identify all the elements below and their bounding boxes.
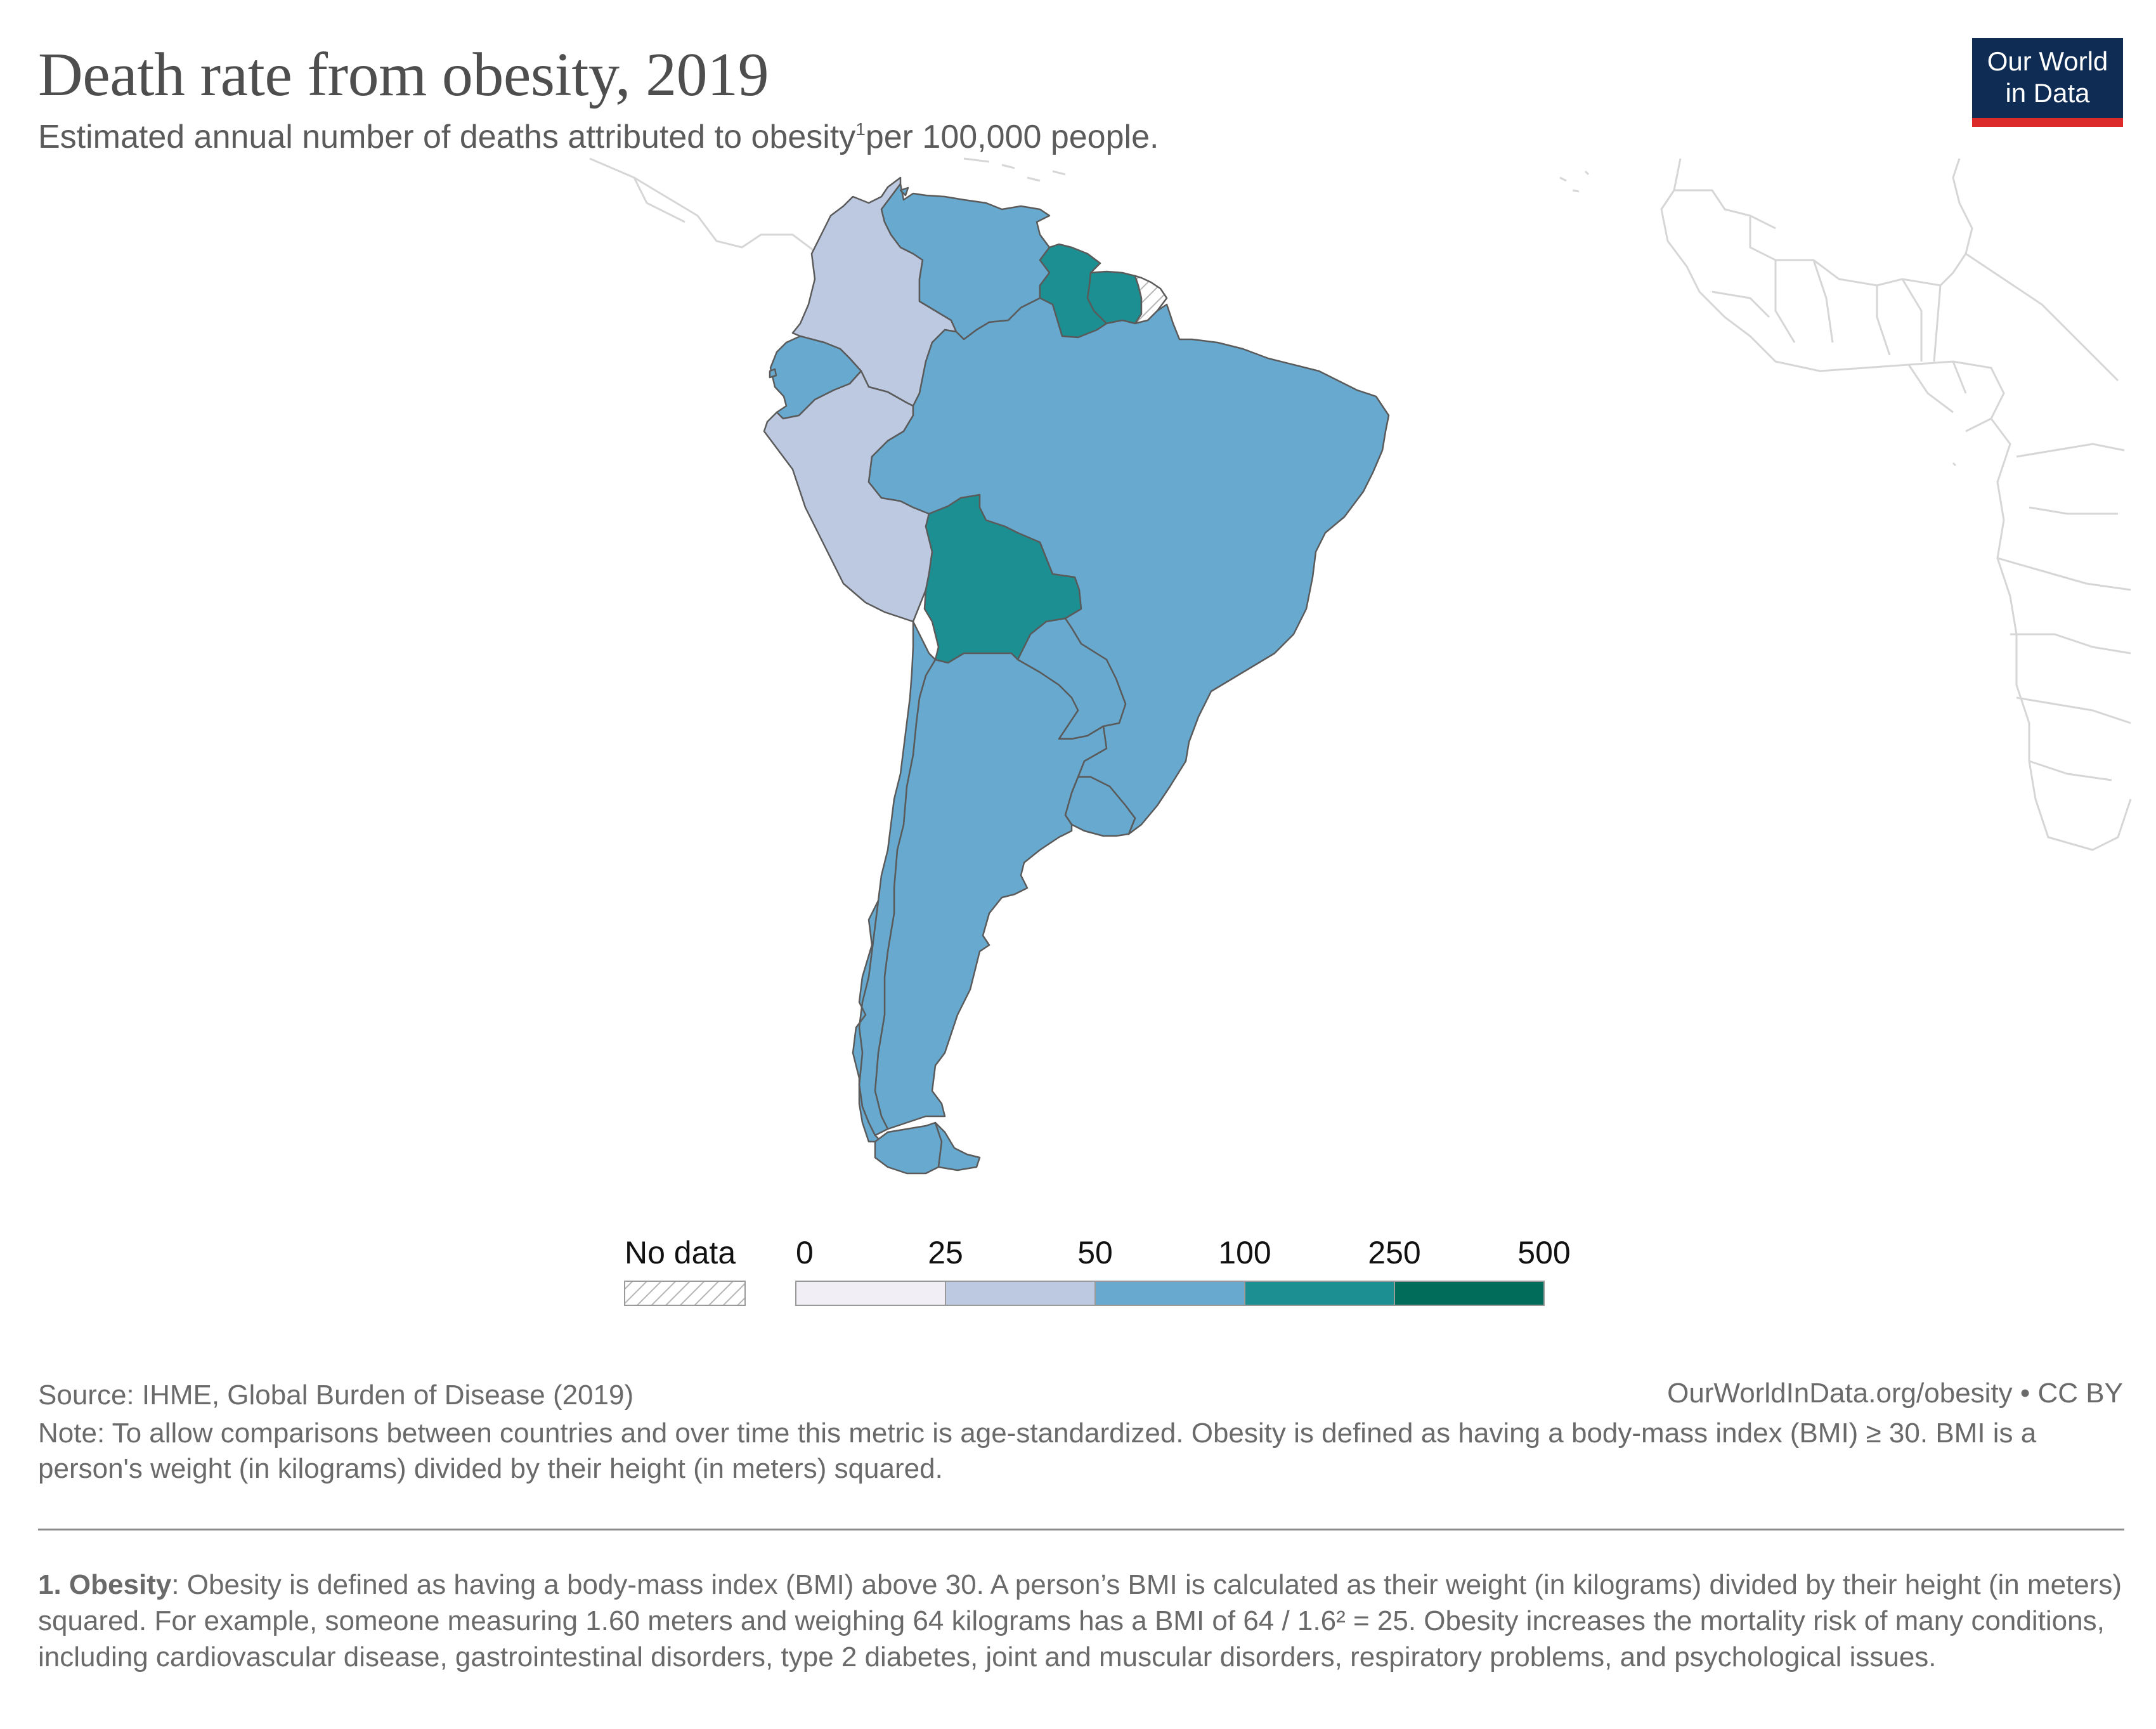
legend-tick-label: 25 [928, 1235, 963, 1270]
legend-tick-label: 250 [1368, 1235, 1420, 1270]
legend-no-data-label: No data [625, 1235, 736, 1270]
central-america-outline [589, 157, 1590, 256]
legend: No data 0 25 50 100 250 500 [624, 1235, 1571, 1306]
footnote-label: 1. Obesity [38, 1569, 172, 1600]
tierra-del-fuego-argentina[interactable] [934, 1121, 981, 1171]
legend-bins [795, 1281, 1545, 1306]
chart-subtitle: Estimated annual number of deaths attrib… [38, 118, 1159, 156]
legend-bin[interactable] [795, 1281, 946, 1306]
chart-title: Death rate from obesity, 2019 [38, 41, 769, 109]
subtitle-text-end: per 100,000 people. [865, 119, 1159, 155]
footnote-ref[interactable]: 1 [855, 119, 866, 139]
owid-logo[interactable]: Our World in Data [1972, 38, 2123, 127]
subtitle-text: Estimated annual number of deaths attrib… [38, 119, 856, 155]
legend-bin[interactable] [1244, 1281, 1395, 1306]
note-text: Note: To allow comparisons between count… [38, 1418, 2037, 1484]
source-url[interactable]: OurWorldInData.org/obesity • CC BY [1667, 1378, 2123, 1409]
country-brazil[interactable] [867, 297, 1390, 835]
south-america [763, 176, 1390, 1175]
footnote-text: : Obesity is defined as having a body-ma… [38, 1569, 2122, 1673]
africa-outline [1660, 158, 2132, 851]
legend-bin[interactable] [1094, 1281, 1245, 1306]
logo-line-2: in Data [2005, 78, 2090, 108]
footnote-divider [38, 1529, 2124, 1530]
legend-tick-label: 100 [1218, 1235, 1271, 1270]
logo-line-1: Our World [1987, 46, 2108, 76]
island-galapagos [769, 368, 777, 379]
legend-tick-label: 0 [796, 1235, 814, 1270]
island-trinidad [899, 186, 909, 197]
legend-tick-label: 500 [1517, 1235, 1570, 1270]
source-text: Source: IHME, Global Burden of Disease (… [38, 1380, 634, 1411]
footnote: 1. Obesity: Obesity is defined as having… [38, 1567, 2124, 1675]
legend-tick-label: 50 [1077, 1235, 1113, 1270]
legend-no-data-swatch[interactable] [624, 1281, 746, 1306]
choropleth-map [589, 157, 2132, 1175]
legend-bin[interactable] [1394, 1281, 1545, 1306]
legend-bin[interactable] [945, 1281, 1096, 1306]
legend-ticks: 0 25 50 100 250 500 [796, 1235, 1571, 1270]
